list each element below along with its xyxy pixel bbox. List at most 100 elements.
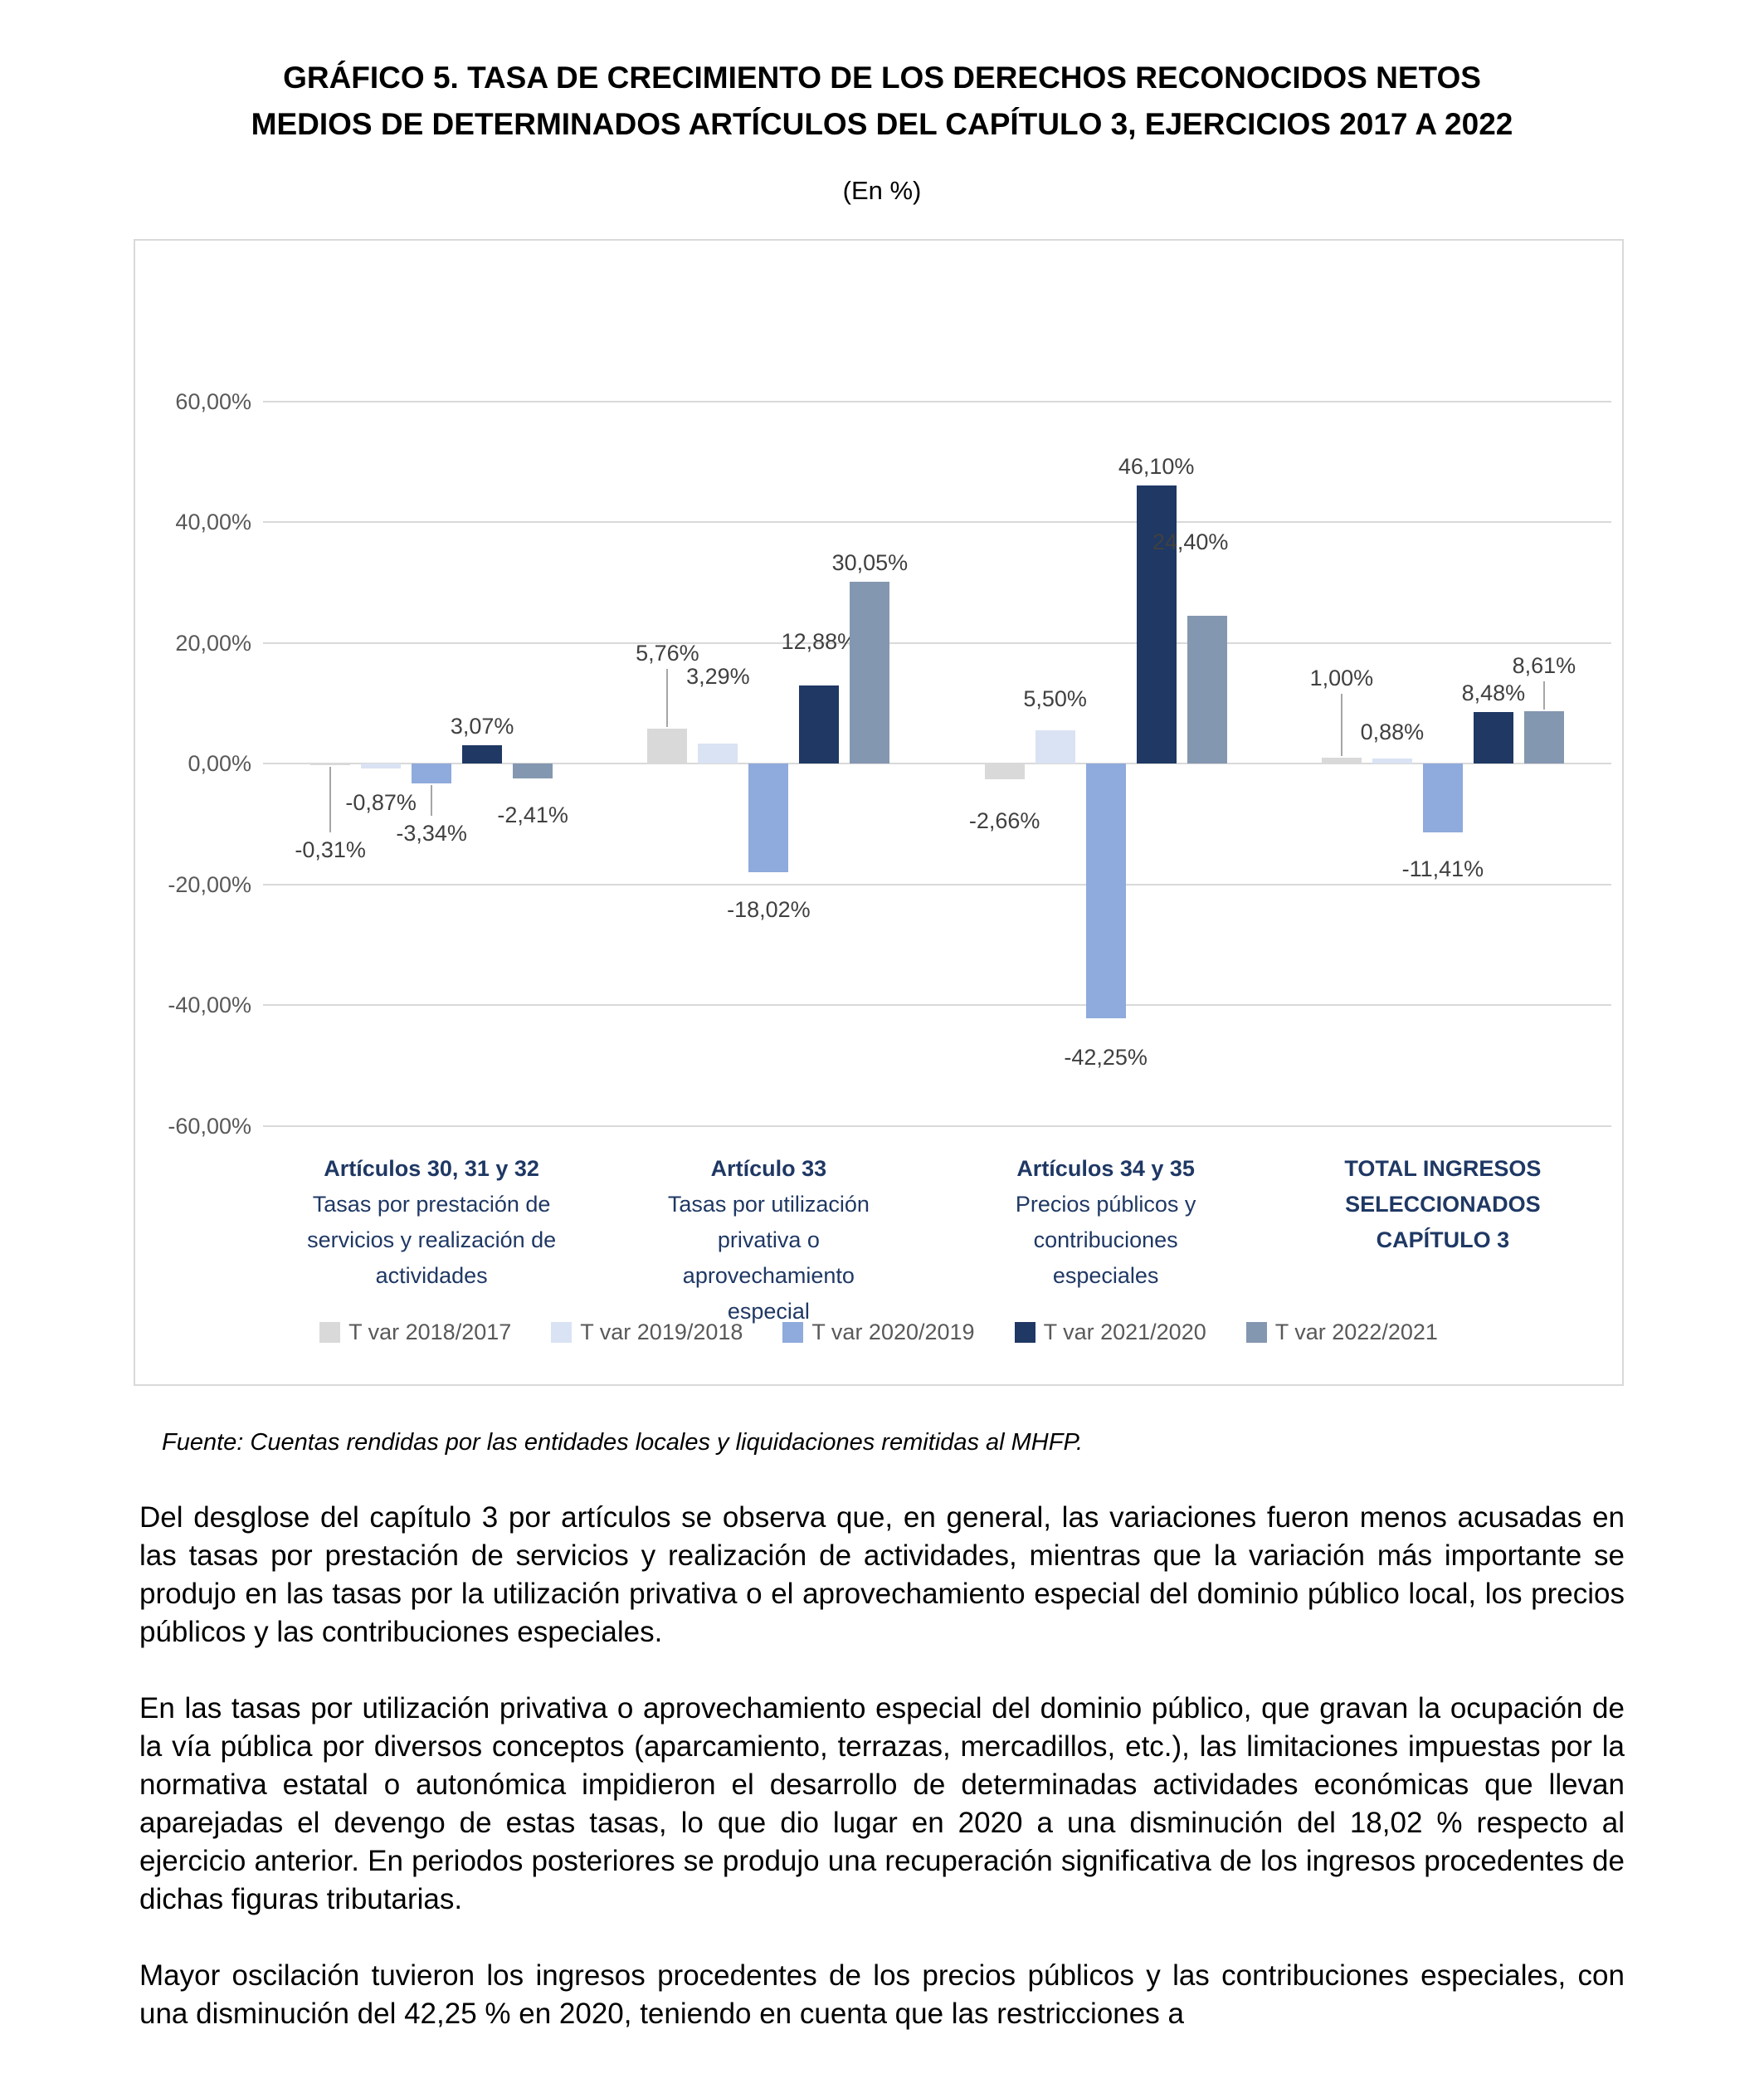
bar [361, 763, 402, 769]
category-desc-line: privativa o [717, 1227, 820, 1252]
label-leader-line [1542, 681, 1545, 710]
category-desc-line: servicios y realización de [307, 1227, 557, 1252]
bar-value-label: 30,05% [831, 550, 909, 576]
category-desc-line: actividades [375, 1263, 488, 1288]
source-note: Fuente: Cuentas rendidas por las entidad… [162, 1429, 1084, 1456]
figure-title-line1: GRÁFICO 5. TASA DE CRECIMIENTO DE LOS DE… [283, 61, 1481, 95]
figure-title-line2: MEDIOS DE DETERMINADOS ARTÍCULOS DEL CAP… [251, 107, 1513, 141]
category-name-line: Artículo 33 [710, 1156, 827, 1181]
y-axis-tick-label: -40,00% [168, 993, 251, 1017]
bar [1136, 485, 1177, 763]
bar-value-label: 5,76% [636, 641, 699, 666]
bar-value-label: 12,88% [781, 629, 858, 655]
bar-value-label: 8,61% [1512, 653, 1576, 679]
legend-swatch-icon [319, 1322, 341, 1343]
figure-title: GRÁFICO 5. TASA DE CRECIMIENTO DE LOS DE… [0, 55, 1764, 148]
bar [1422, 763, 1463, 832]
y-axis-tick-label: 0,00% [188, 751, 251, 776]
bar-value-label: 8,48% [1461, 681, 1526, 706]
legend-item: T var 2022/2021 [1245, 1320, 1438, 1345]
gridline [263, 1124, 1611, 1127]
body-text-block: Del desglose del capítulo 3 por artículo… [139, 1499, 1625, 2071]
category-desc-line: Precios públicos y [1015, 1192, 1196, 1217]
legend-swatch-icon [1245, 1322, 1267, 1343]
category-desc-line: aprovechamiento [682, 1263, 855, 1288]
y-axis-tick-label: 60,00% [175, 388, 251, 414]
bar [1321, 757, 1362, 763]
legend-swatch-icon [1014, 1322, 1035, 1343]
bar-value-label: -0,31% [295, 837, 366, 863]
bar [850, 582, 890, 763]
label-leader-line [431, 785, 433, 817]
figure-units-subtitle: (En %) [842, 176, 922, 205]
category-desc-line: Tasas por prestación de [312, 1192, 551, 1217]
bar [1473, 712, 1513, 763]
category-desc-line: especial [727, 1299, 810, 1324]
bar [984, 763, 1025, 780]
category-name-line: TOTAL INGRESOS [1344, 1156, 1542, 1181]
gridline [263, 521, 1611, 523]
y-axis-tick-label: -20,00% [168, 871, 251, 897]
label-leader-line [666, 669, 669, 728]
bar [647, 729, 688, 763]
bar-value-label: -42,25% [1064, 1045, 1148, 1071]
legend-label: T var 2022/2021 [1274, 1320, 1438, 1344]
bar [513, 763, 553, 778]
category-desc-line: contribuciones [1033, 1227, 1178, 1252]
category-name-line: SELECCIONADOS [1345, 1192, 1541, 1217]
bar-value-label: 0,88% [1360, 719, 1425, 744]
paragraph-1: Del desglose del capítulo 3 por artículo… [139, 1501, 1625, 1648]
gridline [263, 400, 1611, 402]
bar [1085, 763, 1126, 1019]
bar-value-label: 46,10% [1118, 453, 1195, 479]
paragraph-3: Mayor oscilación tuvieron los ingresos p… [139, 1959, 1625, 2030]
bar-value-label: -11,41% [1401, 856, 1484, 881]
label-leader-line [329, 767, 332, 833]
legend-label: T var 2018/2017 [348, 1320, 512, 1344]
y-axis-tick-label: 20,00% [175, 630, 251, 656]
bar [698, 744, 738, 763]
legend-swatch-icon [782, 1322, 804, 1343]
bar [748, 763, 789, 873]
gridline [263, 883, 1611, 885]
bar-value-label: -3,34% [396, 821, 467, 846]
gridline [263, 642, 1611, 644]
bar-chart-panel: 60,00% 40,00% 20,00% 0,00% -20,00% -40,00% -60… [134, 239, 1624, 1386]
bar [412, 763, 452, 784]
legend-item: T var 2019/2018 [551, 1320, 743, 1345]
category-name-line: Artículos 34 y 35 [1016, 1156, 1195, 1181]
category-label: Artículos 30, 31 y 32 Tasas por prestació… [274, 1151, 589, 1294]
bar [799, 685, 840, 763]
bar-value-label: 3,07% [450, 713, 514, 739]
bar-value-label: 24,40% [1152, 529, 1229, 555]
y-axis-tick-label: 40,00% [175, 510, 251, 534]
legend-item: T var 2018/2017 [319, 1320, 511, 1345]
bar-value-label: 1,00% [1309, 665, 1374, 690]
legend-label: T var 2019/2018 [580, 1320, 743, 1344]
category-name-line: Artículos 30, 31 y 32 [324, 1156, 539, 1181]
legend-swatch-icon [551, 1322, 573, 1343]
paragraph-2: En las tasas por utilización privativa o… [139, 1692, 1625, 1915]
bar [1523, 711, 1564, 763]
legend-label: T var 2020/2019 [811, 1320, 975, 1344]
bar [1372, 758, 1412, 763]
bar-value-label: -0,87% [345, 790, 417, 816]
label-leader-line [1340, 693, 1342, 756]
category-desc-line: Tasas por utilización [667, 1192, 870, 1217]
gridline [263, 1004, 1611, 1006]
category-label: TOTAL INGRESOS SELECCIONADOS CAPÍTULO 3 [1285, 1151, 1601, 1258]
bar-value-label: 5,50% [1023, 685, 1087, 711]
category-name-line: CAPÍTULO 3 [1376, 1227, 1510, 1252]
y-axis-tick-label: -60,00% [168, 1113, 251, 1139]
bar-value-label: -2,66% [968, 808, 1040, 834]
bar [1187, 616, 1227, 763]
bar-value-label: -18,02% [727, 897, 811, 923]
legend-item: T var 2020/2019 [782, 1320, 975, 1345]
chart-legend: T var 2018/2017 T var 2019/2018 T var 2020… [135, 1320, 1622, 1345]
gridline [263, 763, 1611, 764]
category-desc-line: especiales [1052, 1263, 1159, 1288]
bar-value-label: -2,41% [497, 802, 568, 827]
bar [1035, 729, 1075, 763]
bar-value-label: 3,29% [686, 664, 750, 690]
